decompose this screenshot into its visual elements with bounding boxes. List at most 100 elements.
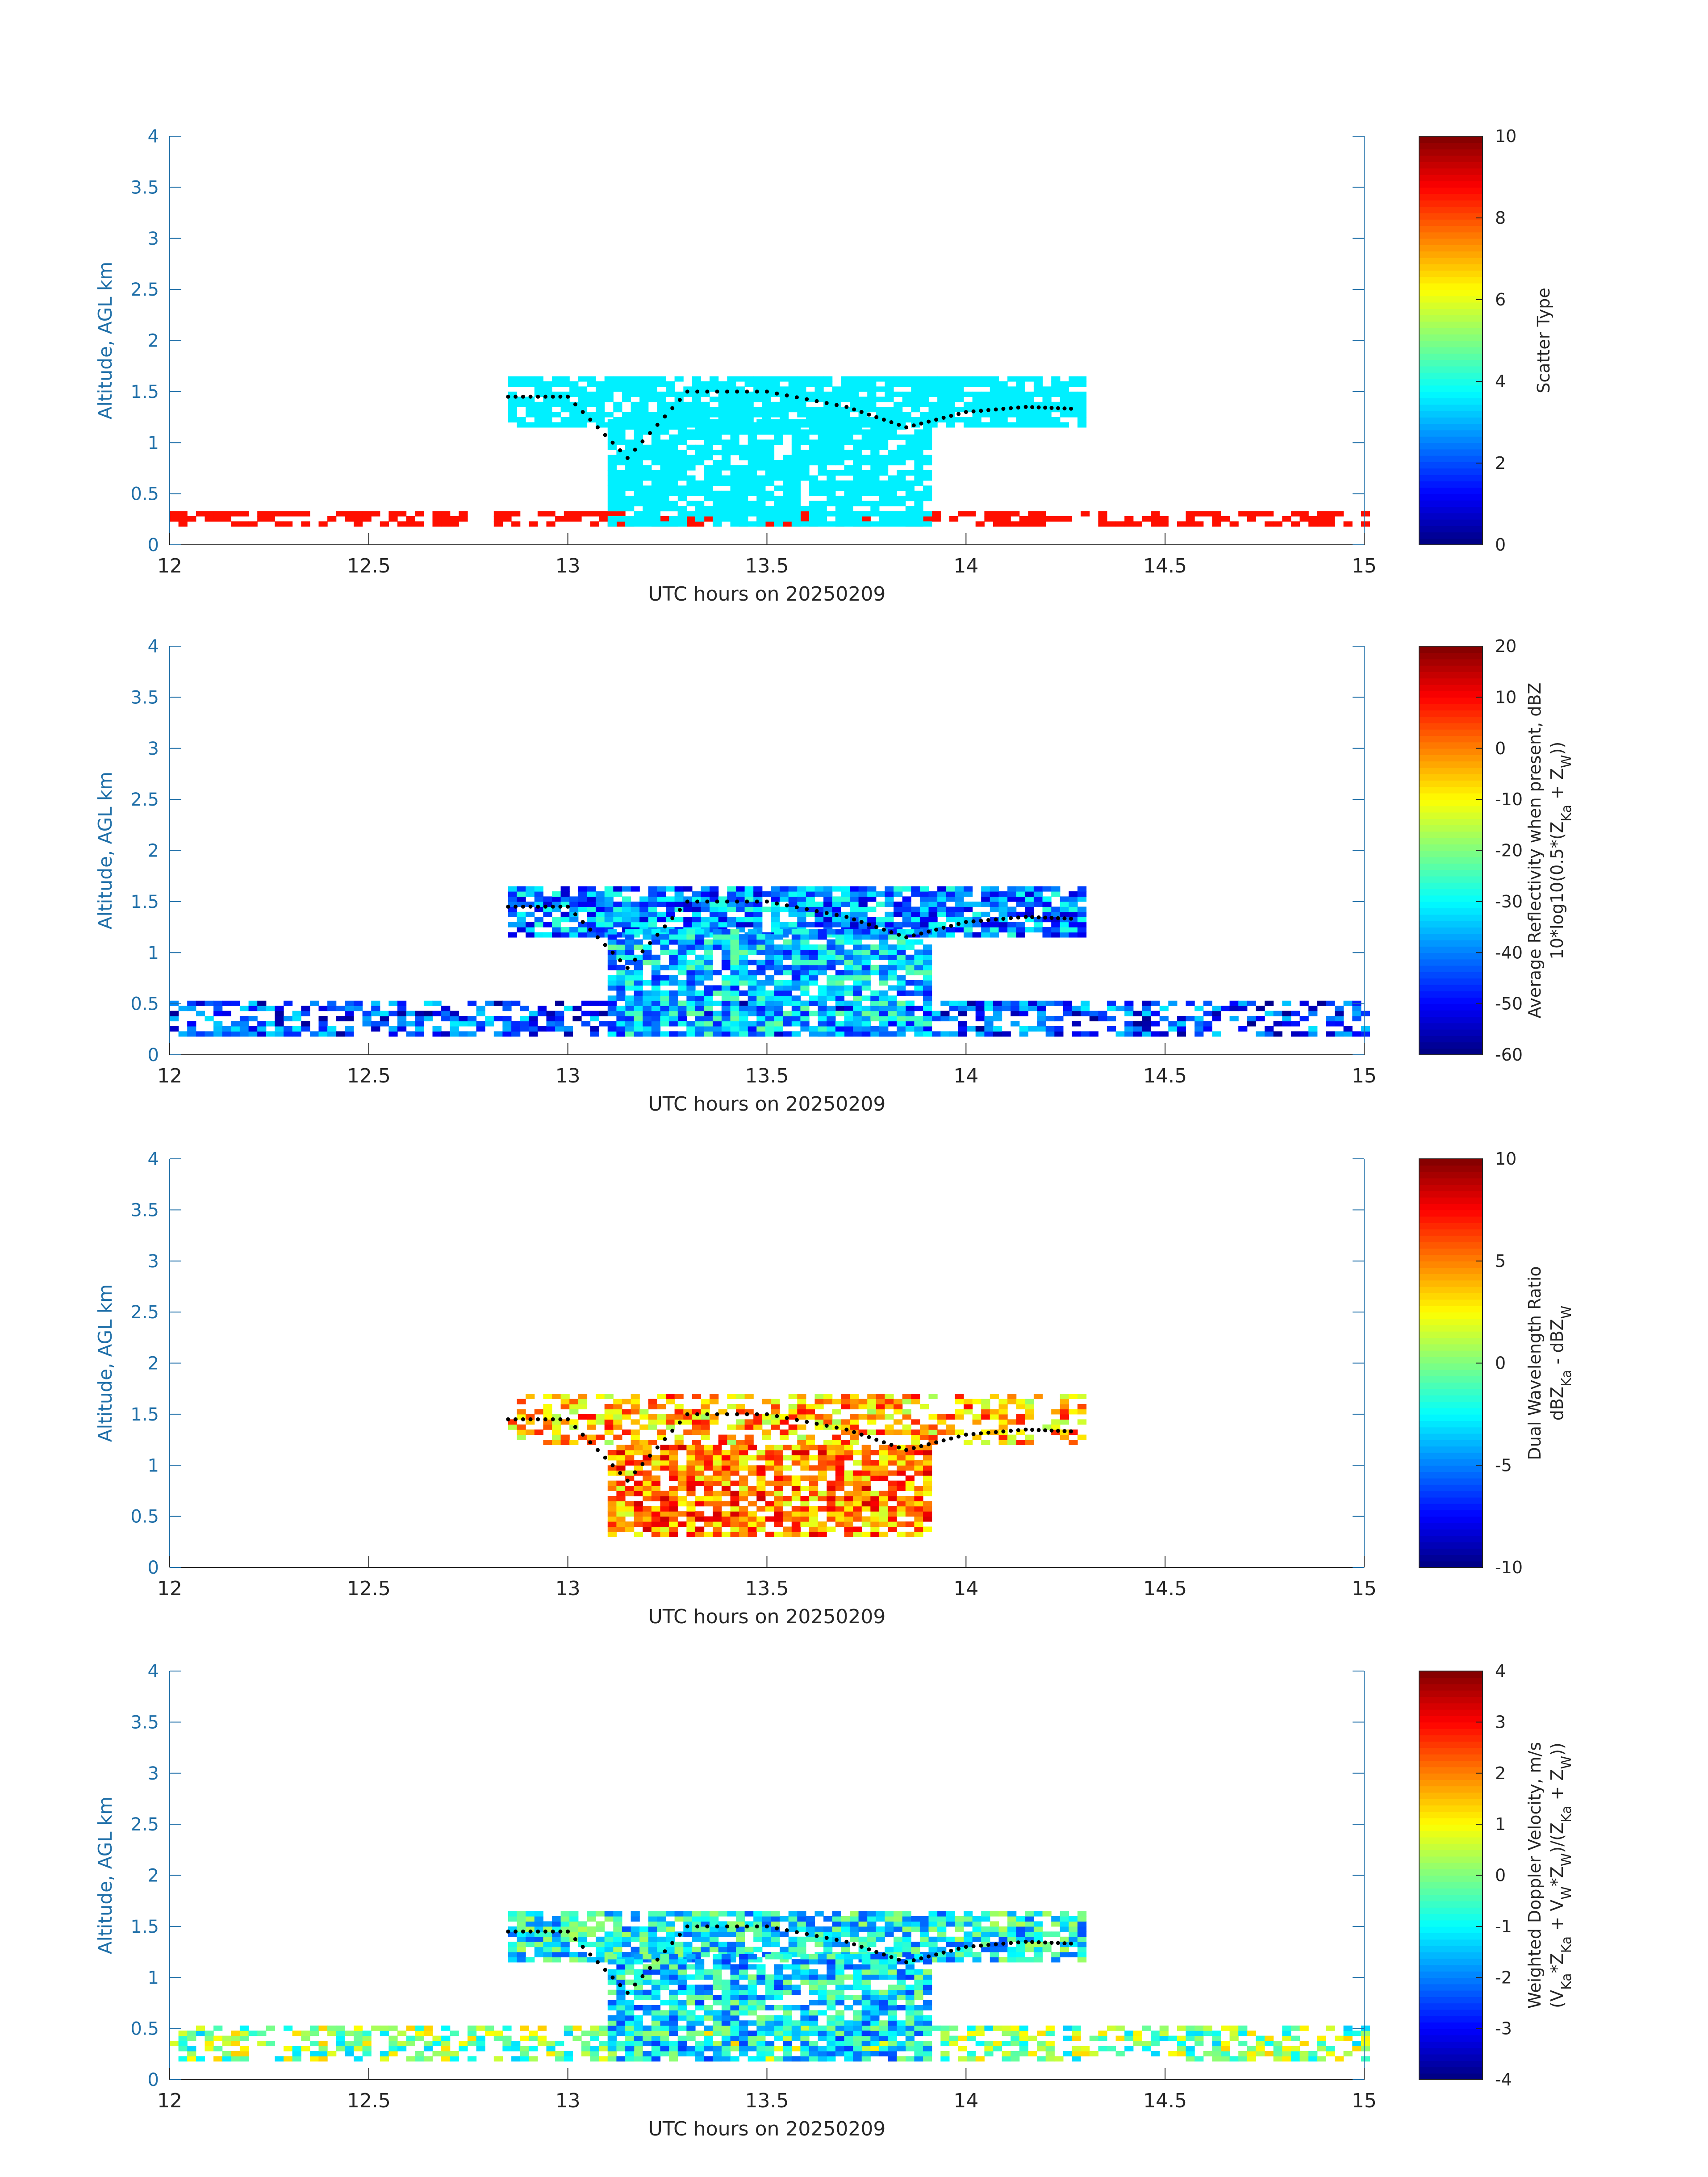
- heatmap-cell: [634, 496, 643, 501]
- heatmap-cell: [1081, 1000, 1090, 1006]
- heatmap-cell: [844, 1475, 853, 1481]
- heatmap-cell: [1194, 1026, 1204, 1032]
- heatmap-cell: [791, 429, 801, 435]
- heatmap-cell: [625, 480, 635, 486]
- heatmap-cell: [791, 1496, 801, 1501]
- heatmap-cell: [894, 886, 903, 892]
- heatmap-cell: [783, 475, 792, 481]
- heatmap-cell: [955, 891, 964, 897]
- heatmap-cell: [318, 1021, 328, 1027]
- colorbar-label: Scatter Type: [1534, 288, 1553, 393]
- heatmap-cell: [923, 475, 932, 481]
- heatmap-cell: [710, 886, 719, 892]
- heatmap-cell: [827, 2056, 836, 2062]
- trace-point: [551, 904, 555, 909]
- heatmap-cell: [1069, 932, 1078, 938]
- heatmap-cell: [607, 490, 617, 496]
- heatmap-cell: [797, 1399, 806, 1404]
- heatmap-cell: [998, 391, 1008, 397]
- heatmap-cell: [853, 965, 862, 970]
- heatmap-cell: [596, 922, 605, 928]
- heatmap-cell: [791, 1460, 801, 1466]
- heatmap-cell: [931, 516, 941, 522]
- heatmap-cell: [604, 1394, 614, 1400]
- heatmap-cell: [704, 1521, 713, 1527]
- heatmap-cell: [827, 470, 836, 476]
- heatmap-cell: [721, 939, 731, 945]
- heatmap-cell: [564, 1006, 573, 1011]
- heatmap-cell: [791, 1480, 801, 1486]
- heatmap-cell: [879, 1496, 889, 1501]
- heatmap-cell: [894, 407, 903, 413]
- y-tick-label: 2.5: [130, 1302, 159, 1323]
- heatmap-cell: [677, 429, 687, 435]
- heatmap-cell: [818, 460, 827, 466]
- trace-point: [971, 919, 976, 923]
- heatmap-cell: [800, 1000, 810, 1006]
- trace-point: [1009, 1429, 1013, 1433]
- heatmap-cell: [502, 1006, 512, 1011]
- heatmap-cell: [607, 1455, 617, 1461]
- heatmap-cell: [625, 1486, 635, 1491]
- trace-point: [670, 1429, 675, 1433]
- heatmap-cell: [205, 2041, 214, 2047]
- heatmap-cell: [441, 511, 451, 517]
- heatmap-cell: [560, 1404, 570, 1409]
- colorbar-segment: [1419, 691, 1482, 698]
- heatmap-cell: [853, 960, 862, 965]
- heatmap-cell: [511, 2046, 521, 2052]
- heatmap-cell: [1335, 1006, 1344, 1011]
- heatmap-cell: [879, 470, 889, 476]
- heatmap-cell: [800, 1006, 810, 1011]
- heatmap-cell: [677, 960, 687, 965]
- heatmap-cell: [677, 985, 687, 991]
- heatmap-cell: [660, 501, 669, 506]
- heatmap-cell: [972, 417, 981, 423]
- heatmap-cell: [867, 1399, 877, 1404]
- heatmap-cell: [730, 1031, 739, 1037]
- heatmap-cell: [861, 2025, 871, 2031]
- heatmap-cell: [631, 907, 640, 912]
- heatmap-cell: [648, 1424, 657, 1430]
- colorbar-segment: [1419, 767, 1482, 774]
- heatmap-cell: [1019, 2051, 1028, 2056]
- heatmap-cell: [800, 1521, 810, 1527]
- heatmap-cell: [923, 1021, 932, 1027]
- y-tick-label: 1.5: [130, 892, 159, 912]
- colorbar-segment: [1419, 1337, 1482, 1345]
- heatmap-cell: [771, 401, 780, 407]
- heatmap-cell: [406, 1031, 415, 1037]
- heatmap-cell: [914, 965, 923, 970]
- heatmap-cell: [730, 990, 739, 996]
- heatmap-cell: [713, 1506, 722, 1512]
- heatmap-cell: [596, 911, 605, 917]
- heatmap-cell: [616, 490, 626, 496]
- heatmap-cell: [686, 1480, 696, 1486]
- heatmap-cell: [634, 516, 643, 522]
- heatmap-cell: [783, 944, 792, 950]
- heatmap-cell: [981, 412, 990, 418]
- heatmap-cell: [730, 1531, 739, 1537]
- heatmap-cell: [406, 2041, 415, 2047]
- heatmap-cell: [336, 2041, 345, 2047]
- heatmap-cell: [879, 975, 889, 981]
- colorbar-segment: [1419, 1325, 1482, 1332]
- heatmap-cell: [835, 960, 845, 965]
- heatmap-cell: [753, 376, 763, 382]
- heatmap-cell: [818, 1531, 827, 1537]
- heatmap-cell: [380, 2031, 389, 2036]
- heatmap-cell: [546, 1026, 555, 1032]
- heatmap-cell: [931, 1031, 941, 1037]
- heatmap-cell: [1077, 927, 1087, 933]
- heatmap-cell: [669, 1506, 678, 1512]
- heatmap-cell: [998, 891, 1008, 897]
- heatmap-cell: [727, 901, 736, 907]
- heatmap-cell: [1077, 1419, 1087, 1425]
- trace-point: [1049, 1429, 1054, 1433]
- colorbar-segment: [1419, 819, 1482, 826]
- heatmap-cell: [791, 970, 801, 976]
- heatmap-cell: [853, 954, 862, 960]
- heatmap-cell: [666, 401, 675, 407]
- colorbar-segment: [1419, 933, 1482, 940]
- heatmap-cell: [1016, 381, 1025, 387]
